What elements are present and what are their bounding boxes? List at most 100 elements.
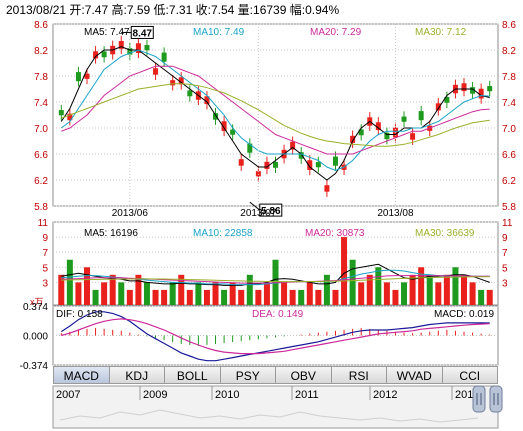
volume-bar <box>341 237 347 305</box>
volume-bar <box>298 290 304 305</box>
volume-legend-item-0: MA5: 16196 <box>84 228 138 239</box>
macd-ytick: 0.374 <box>23 302 48 313</box>
date-tick: 2013/08 <box>377 208 414 219</box>
price-ytick-right: 8.6 <box>502 20 516 31</box>
volume-bar <box>427 275 433 305</box>
price-ytick-left: 6.6 <box>34 150 48 161</box>
price-legend-item-1: MA10: 7.49 <box>193 27 245 38</box>
timeline-year: 2010 <box>215 389 239 401</box>
tab-wvad[interactable]: WVAD <box>387 366 443 384</box>
volume-bar <box>84 267 90 305</box>
volume-bar <box>332 290 338 305</box>
volume-ytick-right: 9 <box>502 233 508 244</box>
date-tick: 2013/06 <box>112 208 149 219</box>
price-ytick-left: 8.2 <box>34 46 48 57</box>
price-panel <box>53 24 498 206</box>
volume-legend-item-3: MA30: 36639 <box>415 228 475 239</box>
price-ytick-right: 6.2 <box>502 176 516 187</box>
volume-bar <box>350 260 356 305</box>
volume-legend-item-2: MA20: 30873 <box>305 228 365 239</box>
volume-axis-right: 119753 <box>502 218 513 289</box>
volume-bar <box>470 282 476 305</box>
volume-bar <box>75 282 81 305</box>
price-ytick-left: 8.6 <box>34 20 48 31</box>
volume-bar <box>204 290 210 305</box>
header-quote: 2013/08/21 开:7.47 高:7.59 低:7.31 收:7.54 量… <box>6 2 339 17</box>
price-ytick-right: 8.2 <box>502 46 516 57</box>
volume-bar <box>161 290 167 305</box>
price-ytick-right: 7.0 <box>502 124 516 135</box>
macd-ytick: 0.000 <box>23 332 48 343</box>
price-ytick-left: 6.2 <box>34 176 48 187</box>
volume-ytick-left: 3 <box>42 278 48 289</box>
volume-bar <box>461 275 467 305</box>
price-legend-item-3: MA30: 7.12 <box>415 27 467 38</box>
price-ytick-right: 7.4 <box>502 98 516 109</box>
price-ytick-right: 6.6 <box>502 150 516 161</box>
volume-bar <box>195 282 201 305</box>
timeline-navigator[interactable] <box>53 386 498 428</box>
volume-bar <box>307 282 313 305</box>
volume-bar <box>478 290 484 305</box>
tab-macd[interactable]: MACD <box>53 366 110 384</box>
timeline-year: 2011 <box>295 389 319 401</box>
volume-bar <box>255 290 261 305</box>
volume-bar <box>118 282 124 305</box>
volume-bar <box>375 267 381 305</box>
volume-bar <box>358 282 364 305</box>
tab-psy[interactable]: PSY <box>221 366 277 384</box>
timeline-handle-right[interactable] <box>490 386 502 412</box>
volume-bar <box>153 290 159 305</box>
tab-obv[interactable]: OBV <box>276 366 332 384</box>
volume-bar <box>401 282 407 305</box>
tab-cci[interactable]: CCI <box>443 366 499 384</box>
volume-bar <box>127 290 133 305</box>
macd-axis-left: 0.374 0.000 -0.374 <box>20 302 49 372</box>
volume-bar <box>221 290 227 305</box>
volume-ytick-left: 9 <box>42 233 48 244</box>
price-ytick-right: 7.8 <box>502 72 516 83</box>
volume-bar <box>444 275 450 305</box>
dif-legend: DIF: 0.158 <box>56 309 103 320</box>
volume-bar <box>315 290 321 305</box>
volume-bar <box>213 282 219 305</box>
volume-ytick-right: 7 <box>502 248 508 259</box>
volume-bar <box>247 275 253 305</box>
timeline-year: 2009 <box>143 389 167 401</box>
price-legend-item-0: MA5: 7.47 <box>84 27 130 38</box>
volume-bar <box>418 267 424 305</box>
price-ytick-right: 5.8 <box>502 202 516 213</box>
volume-ytick-left: 7 <box>42 248 48 259</box>
volume-bar <box>452 267 458 305</box>
volume-bar <box>324 275 330 305</box>
dea-legend: DEA: 0.149 <box>252 309 304 320</box>
timeline-year: 2007 <box>56 389 80 401</box>
timeline-year: 2012 <box>373 389 397 401</box>
tab-boll[interactable]: BOLL <box>165 366 221 384</box>
volume-bar <box>384 282 390 305</box>
volume-bar <box>392 290 398 305</box>
indicator-tabs: MACD KDJ BOLL PSY OBV RSI WVAD CCI <box>53 366 498 384</box>
volume-bar <box>93 290 99 305</box>
volume-bar <box>170 282 176 305</box>
tab-rsi[interactable]: RSI <box>332 366 388 384</box>
price-ytick-left: 5.8 <box>34 202 48 213</box>
macd-value-legend: MACD: 0.019 <box>434 309 494 320</box>
volume-bar <box>238 290 244 305</box>
timeline-handle-left[interactable] <box>473 386 485 412</box>
tab-kdj[interactable]: KDJ <box>110 366 166 384</box>
volume-bar <box>487 290 493 305</box>
volume-ytick-left: 11 <box>38 218 49 229</box>
volume-ytick-right: 5 <box>502 263 508 274</box>
volume-bar <box>187 290 193 305</box>
date-tick: 2013/07 <box>240 208 277 219</box>
price-ytick-left: 7.0 <box>34 124 48 135</box>
price-axis-right: 8.6 8.2 7.8 7.4 7.0 6.6 6.2 5.8 <box>502 20 516 213</box>
volume-bar <box>435 282 441 305</box>
volume-bar <box>290 290 296 305</box>
price-ytick-left: 7.8 <box>34 72 48 83</box>
macd-ytick: -0.374 <box>20 361 49 372</box>
price-legend-item-2: MA20: 7.29 <box>310 27 362 38</box>
volume-bar <box>264 282 270 305</box>
